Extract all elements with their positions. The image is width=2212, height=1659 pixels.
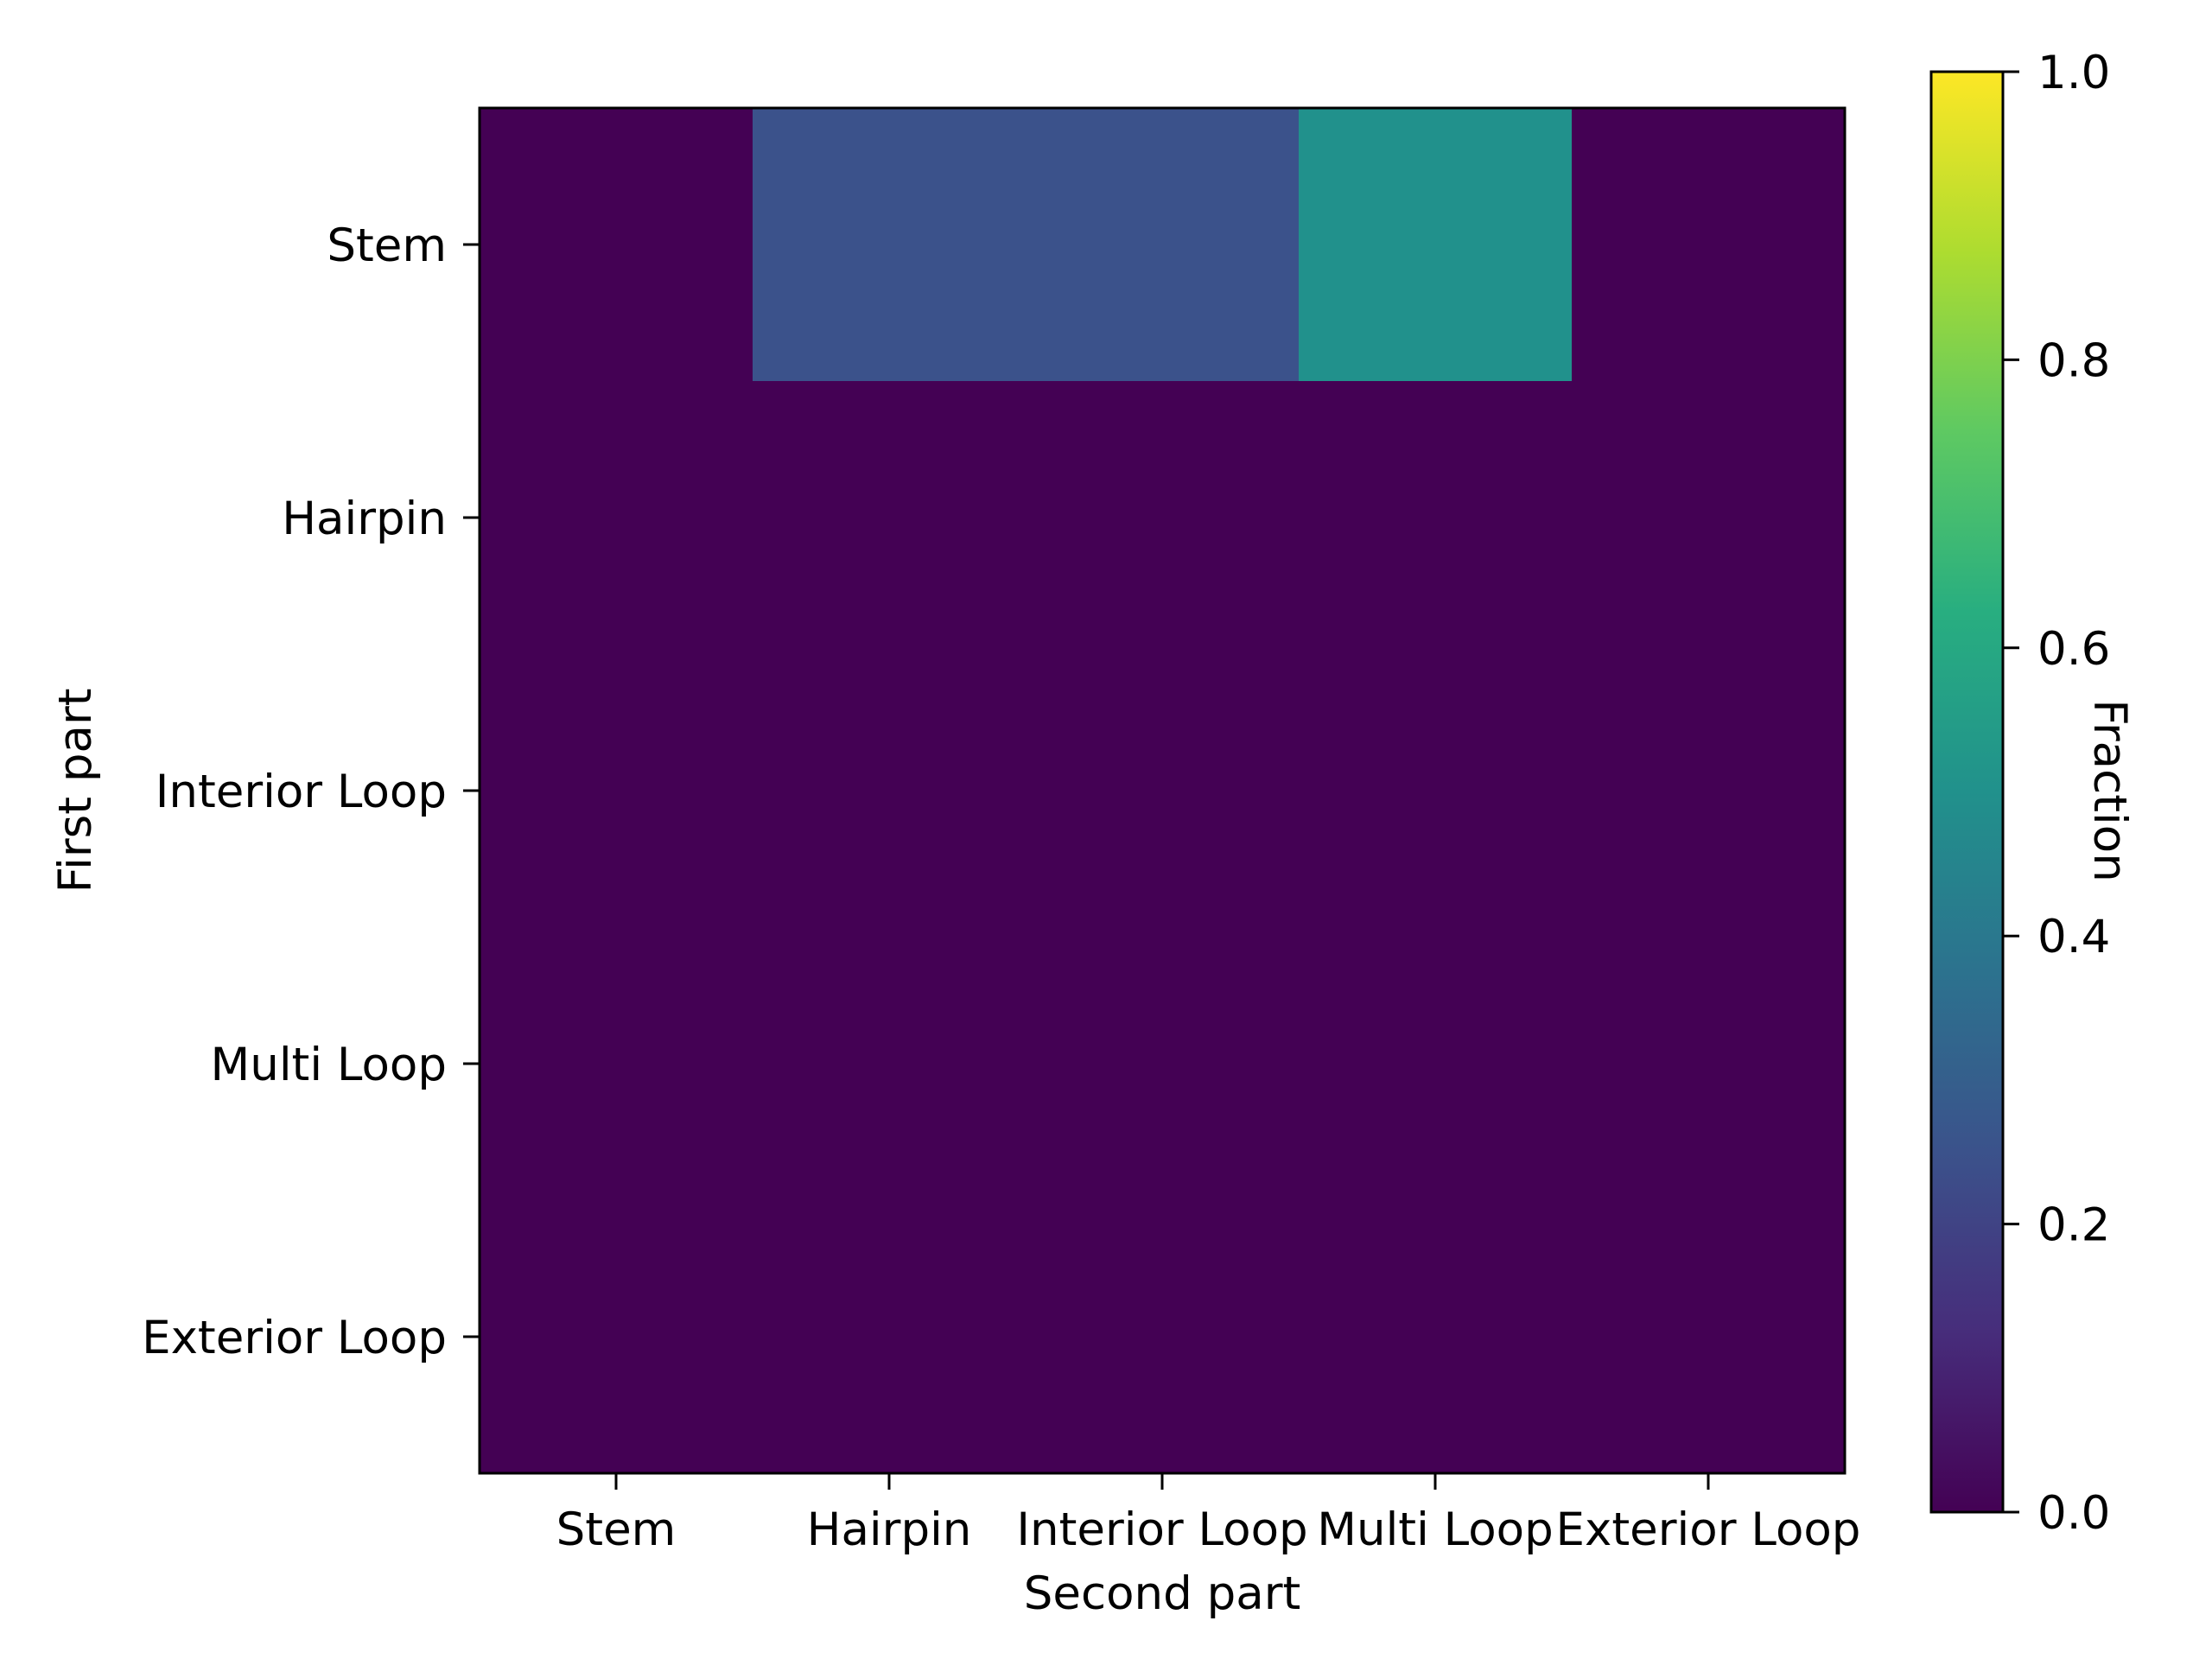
- colorbar-tick-label: 1.0: [2037, 47, 2110, 99]
- heatmap-cell: [480, 381, 753, 655]
- heatmap-cell: [1572, 927, 1846, 1201]
- colorbar: [1929, 70, 2005, 1514]
- colorbar-label: Fraction: [2083, 699, 2136, 882]
- heatmap-cell: [1299, 108, 1573, 382]
- y-tick-label: Interior Loop: [156, 766, 447, 818]
- heatmap-cell: [480, 1200, 753, 1474]
- heatmap-cell: [1026, 381, 1300, 655]
- y-tick-label: Stem: [327, 219, 447, 272]
- x-tick-label: Exterior Loop: [1556, 1503, 1861, 1556]
- heatmap-cell: [1572, 1200, 1846, 1474]
- heatmap-cell: [1299, 381, 1573, 655]
- heatmap-cell: [1026, 654, 1300, 928]
- y-axis-ticks: Stem Hairpin Interior Loop Multi Loop Exteri…: [142, 219, 480, 1364]
- x-tick-label: Interior Loop: [1016, 1503, 1307, 1556]
- colorbar-tick-label: 0.8: [2037, 334, 2110, 387]
- heatmap-cell: [1572, 654, 1846, 928]
- heatmap-cell: [1026, 1200, 1300, 1474]
- y-axis-title: First part: [49, 688, 102, 893]
- x-tick-label: Stem: [556, 1503, 677, 1556]
- x-tick-label: Multi Loop: [1317, 1503, 1554, 1556]
- y-tick-label: Multi Loop: [211, 1039, 448, 1091]
- heatmap-cell: [1299, 927, 1573, 1201]
- heatmap-cell: [753, 654, 1027, 928]
- colorbar-tick-label: 0.0: [2037, 1487, 2110, 1540]
- y-tick-label: Exterior Loop: [142, 1312, 447, 1364]
- colorbar-tick-label: 0.4: [2037, 911, 2110, 963]
- heatmap-cell: [1299, 1200, 1573, 1474]
- x-tick-label: Hairpin: [807, 1503, 972, 1556]
- heatmap-cells: [480, 108, 1846, 1474]
- heatmap-cell: [1572, 108, 1846, 382]
- colorbar-tick-label: 0.6: [2037, 623, 2110, 676]
- heatmap-cell: [1572, 381, 1846, 655]
- heatmap-cell: [480, 654, 753, 928]
- heatmap-cell: [480, 108, 753, 382]
- heatmap-cell: [753, 381, 1027, 655]
- heatmap-cell: [753, 108, 1027, 382]
- heatmap-cell: [480, 927, 753, 1201]
- colorbar-ticks: 0.0 0.2 0.4 0.6 0.8 1.0: [2003, 47, 2110, 1540]
- heatmap-cell: [1299, 654, 1573, 928]
- heatmap-cell: [1026, 927, 1300, 1201]
- heatmap-cell: [1026, 108, 1300, 382]
- heatmap-cell: [753, 927, 1027, 1201]
- heatmap-cell: [753, 1200, 1027, 1474]
- x-axis-title: Second part: [1024, 1567, 1301, 1620]
- y-tick-label: Hairpin: [282, 493, 447, 545]
- colorbar-tick-label: 0.2: [2037, 1199, 2110, 1252]
- x-axis-ticks: Stem Hairpin Interior Loop Multi Loop Exteri…: [556, 1473, 1861, 1556]
